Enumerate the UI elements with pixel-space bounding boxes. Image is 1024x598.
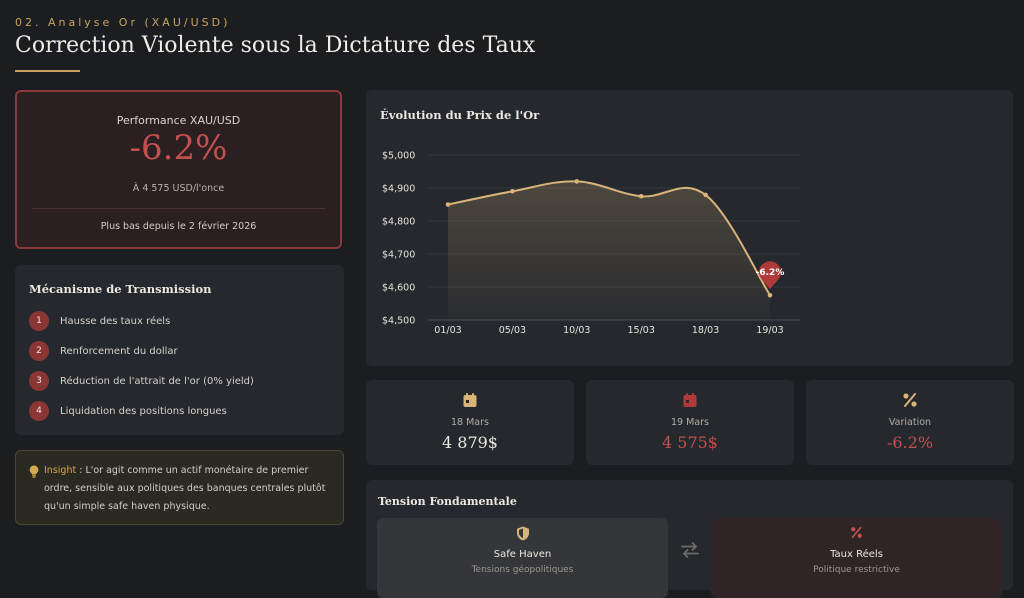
performance-card: Performance XAU/USD -6.2% À 4 575 USD/l'… (15, 90, 342, 249)
x-tick-label: 18/03 (692, 325, 719, 336)
mechanism-title: Mécanisme de Transmission (29, 282, 212, 296)
real-rates-sub: Politique restrictive (813, 565, 900, 575)
y-tick-label: $4,600 (382, 283, 415, 294)
series-line (447, 180, 771, 296)
data-point (574, 179, 580, 184)
performance-value: -6.2% (129, 128, 228, 168)
step-number: 1 (29, 311, 49, 331)
section-kicker: 02. Analyse Or (XAU/USD) (15, 16, 231, 29)
data-point (510, 189, 515, 194)
insight-key: Insight (44, 465, 77, 476)
x-tick-label: 01/03 (434, 325, 461, 336)
step-label: Renforcement du dollar (60, 345, 178, 357)
stat-card: Variation -6.2% (806, 380, 1014, 465)
step-label: Hausse des taux réels (60, 315, 171, 327)
page-title: Correction Violente sous la Dictature de… (15, 33, 536, 58)
data-point (445, 202, 451, 207)
mechanism-step: 3 Réduction de l'attrait de l'or (0% yie… (29, 371, 254, 391)
calendar-icon (586, 392, 794, 408)
step-number: 2 (29, 341, 49, 361)
swap-arrows-icon (680, 542, 700, 562)
data-point (638, 193, 644, 199)
series-area (448, 181, 770, 320)
stat-label: 19 Mars (671, 417, 709, 428)
lightbulb-icon (29, 463, 39, 482)
safe-haven-title: Safe Haven (493, 549, 552, 560)
percent-icon (711, 526, 1002, 539)
x-tick-label: 05/03 (499, 325, 526, 336)
performance-price: À 4 575 USD/l'once (132, 183, 225, 194)
chart-card: Évolution du Prix de l'Or $4,500 $4,600 $4… (366, 90, 1013, 366)
y-tick-label: $4,700 (382, 250, 415, 261)
y-tick-label: $4,500 (382, 316, 415, 327)
safe-haven-box: Safe Haven Tensions géopolitiques (377, 518, 668, 598)
x-tick-label: 10/03 (563, 325, 590, 336)
insight-callout: Insight : L'or agit comme un actif monét… (15, 450, 344, 525)
safe-haven-sub: Tensions géopolitiques (471, 565, 574, 575)
percent-icon (806, 392, 1014, 408)
performance-low-note: Plus bas depuis le 2 février 2026 (100, 221, 257, 232)
y-tick-label: $4,900 (382, 184, 415, 195)
step-label: Liquidation des positions longues (60, 405, 227, 417)
shield-icon (377, 526, 668, 541)
y-tick-label: $4,800 (382, 217, 415, 228)
stat-label: Variation (888, 417, 932, 428)
x-tick-label: 19/03 (756, 325, 783, 336)
real-rates-title: Taux Réels (830, 549, 883, 560)
mechanism-step: 4 Liquidation des positions longues (29, 401, 227, 421)
mechanism-card: Mécanisme de Transmission 1 Hausse des t… (15, 265, 344, 435)
tension-card: Tension Fondamentale Safe Haven Tensions… (366, 480, 1013, 598)
data-point (703, 192, 708, 198)
x-tick-label: 15/03 (628, 325, 655, 336)
calendar-icon (366, 392, 574, 408)
step-number: 4 (29, 401, 49, 421)
data-point (767, 292, 773, 298)
stat-card: 18 Mars 4 879$ (366, 380, 574, 465)
title-underline (15, 70, 80, 72)
divider (32, 208, 325, 209)
annotation-pin (759, 261, 781, 290)
y-tick-label: $5,000 (382, 151, 415, 162)
stat-card: 19 Mars 4 575$ (586, 380, 794, 465)
insight-text: Insight : L'or agit comme un actif monét… (44, 462, 331, 516)
chart-title: Évolution du Prix de l'Or (380, 108, 540, 122)
step-label: Réduction de l'attrait de l'or (0% yield… (60, 375, 254, 387)
performance-label: Performance XAU/USD (116, 114, 241, 127)
step-number: 3 (29, 371, 49, 391)
annotation-label: -6.2% (756, 268, 785, 278)
insight-body: : L'or agit comme un actif monétaire de … (44, 465, 326, 512)
gold-price-chart: $4,500 $4,600 $4,700 $4,800 $4,900 $5,000 01/0… (382, 151, 800, 336)
real-rates-box: Taux Réels Politique restrictive (711, 518, 1002, 598)
stat-label: 18 Mars (451, 417, 489, 428)
stat-value: 4 879$ (442, 433, 498, 452)
tension-title: Tension Fondamentale (378, 495, 517, 508)
mechanism-step: 2 Renforcement du dollar (29, 341, 178, 361)
stat-value: -6.2% (886, 433, 934, 452)
stat-value: 4 575$ (662, 433, 718, 452)
mechanism-step: 1 Hausse des taux réels (29, 311, 170, 331)
